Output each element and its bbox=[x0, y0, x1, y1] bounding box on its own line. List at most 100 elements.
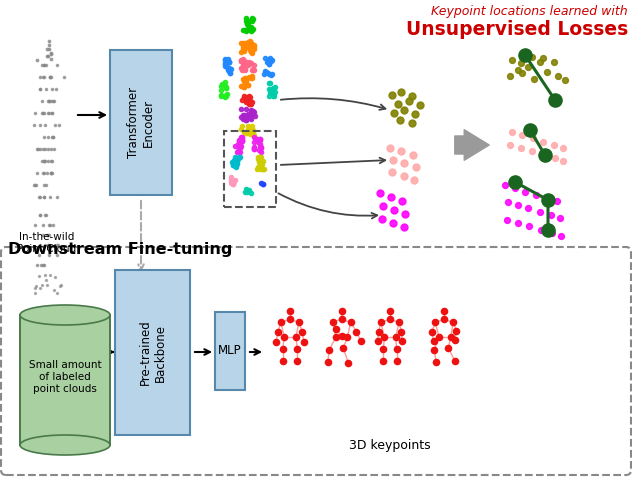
Point bbox=[391, 344, 401, 352]
Point bbox=[239, 128, 249, 136]
Point bbox=[243, 100, 253, 108]
Point bbox=[285, 315, 295, 323]
Point bbox=[400, 210, 410, 218]
Point bbox=[389, 206, 399, 214]
Point bbox=[216, 86, 226, 94]
Point bbox=[46, 73, 56, 81]
Point bbox=[248, 126, 258, 134]
Point bbox=[245, 127, 255, 135]
Point bbox=[221, 56, 231, 64]
Point bbox=[45, 193, 55, 201]
Point bbox=[385, 144, 395, 152]
Point bbox=[407, 92, 417, 100]
Text: Small amount
of labeled
point clouds: Small amount of labeled point clouds bbox=[28, 360, 101, 394]
Point bbox=[46, 169, 56, 177]
Point bbox=[546, 211, 556, 219]
Point bbox=[244, 44, 254, 52]
Point bbox=[291, 333, 301, 341]
Point bbox=[44, 251, 54, 259]
Point bbox=[249, 144, 259, 152]
Point bbox=[513, 66, 523, 74]
Point bbox=[40, 241, 51, 249]
Point bbox=[39, 169, 49, 177]
Point bbox=[241, 18, 252, 25]
Point bbox=[249, 44, 259, 52]
Point bbox=[240, 78, 250, 86]
Point bbox=[242, 94, 252, 102]
Point bbox=[30, 284, 40, 292]
Point bbox=[248, 24, 258, 32]
Point bbox=[246, 74, 256, 82]
Point bbox=[56, 280, 66, 288]
Point bbox=[223, 55, 233, 63]
Point bbox=[258, 157, 268, 165]
Point bbox=[271, 338, 281, 346]
Point bbox=[246, 74, 257, 82]
Point bbox=[324, 346, 334, 354]
Point bbox=[42, 169, 52, 177]
Point bbox=[429, 346, 439, 354]
Point bbox=[244, 128, 254, 136]
Point bbox=[240, 92, 250, 100]
Point bbox=[43, 145, 53, 153]
Point bbox=[239, 111, 249, 119]
Point bbox=[246, 48, 256, 56]
Point bbox=[32, 56, 42, 64]
Point bbox=[355, 336, 365, 344]
FancyArrowPatch shape bbox=[455, 130, 489, 160]
Point bbox=[517, 131, 527, 139]
Point bbox=[216, 91, 226, 99]
Point bbox=[237, 122, 247, 130]
Point bbox=[260, 67, 270, 75]
FancyBboxPatch shape bbox=[215, 312, 245, 390]
Point bbox=[265, 86, 275, 94]
Point bbox=[431, 358, 441, 366]
Point bbox=[243, 17, 253, 25]
Point bbox=[40, 211, 50, 219]
Point bbox=[43, 133, 53, 141]
Point bbox=[32, 169, 42, 177]
Point bbox=[387, 168, 397, 176]
Point bbox=[388, 219, 398, 227]
Point bbox=[549, 141, 559, 149]
Point bbox=[32, 261, 42, 269]
Point bbox=[33, 145, 43, 153]
Point bbox=[248, 65, 258, 73]
Point bbox=[216, 92, 226, 100]
Point bbox=[240, 83, 250, 91]
Point bbox=[39, 61, 49, 69]
Point bbox=[232, 158, 242, 166]
Point bbox=[44, 38, 54, 46]
Point bbox=[33, 251, 44, 259]
FancyBboxPatch shape bbox=[115, 270, 190, 435]
Point bbox=[264, 85, 274, 93]
Point bbox=[39, 181, 49, 189]
Point bbox=[224, 66, 234, 74]
Point bbox=[248, 144, 258, 152]
Point bbox=[507, 56, 517, 64]
Point bbox=[415, 101, 425, 109]
Point bbox=[238, 42, 248, 50]
Point bbox=[529, 75, 539, 83]
Point bbox=[543, 196, 553, 204]
Point bbox=[247, 16, 257, 24]
Point bbox=[257, 165, 267, 173]
Point bbox=[451, 326, 461, 334]
Point bbox=[241, 26, 251, 34]
Point bbox=[226, 70, 236, 78]
Point bbox=[404, 97, 414, 105]
Point bbox=[227, 158, 237, 166]
Point bbox=[44, 97, 54, 105]
Point bbox=[516, 59, 526, 67]
Point bbox=[246, 107, 257, 115]
Point bbox=[39, 73, 49, 81]
Point bbox=[37, 261, 47, 269]
Point bbox=[268, 89, 278, 97]
Point bbox=[238, 82, 248, 90]
Point bbox=[264, 79, 274, 87]
Point bbox=[239, 76, 249, 84]
Point bbox=[241, 26, 251, 34]
Text: Pre-trained
Backbone: Pre-trained Backbone bbox=[138, 320, 166, 386]
Text: Keypoint locations learned with: Keypoint locations learned with bbox=[432, 5, 628, 18]
Point bbox=[262, 58, 272, 66]
